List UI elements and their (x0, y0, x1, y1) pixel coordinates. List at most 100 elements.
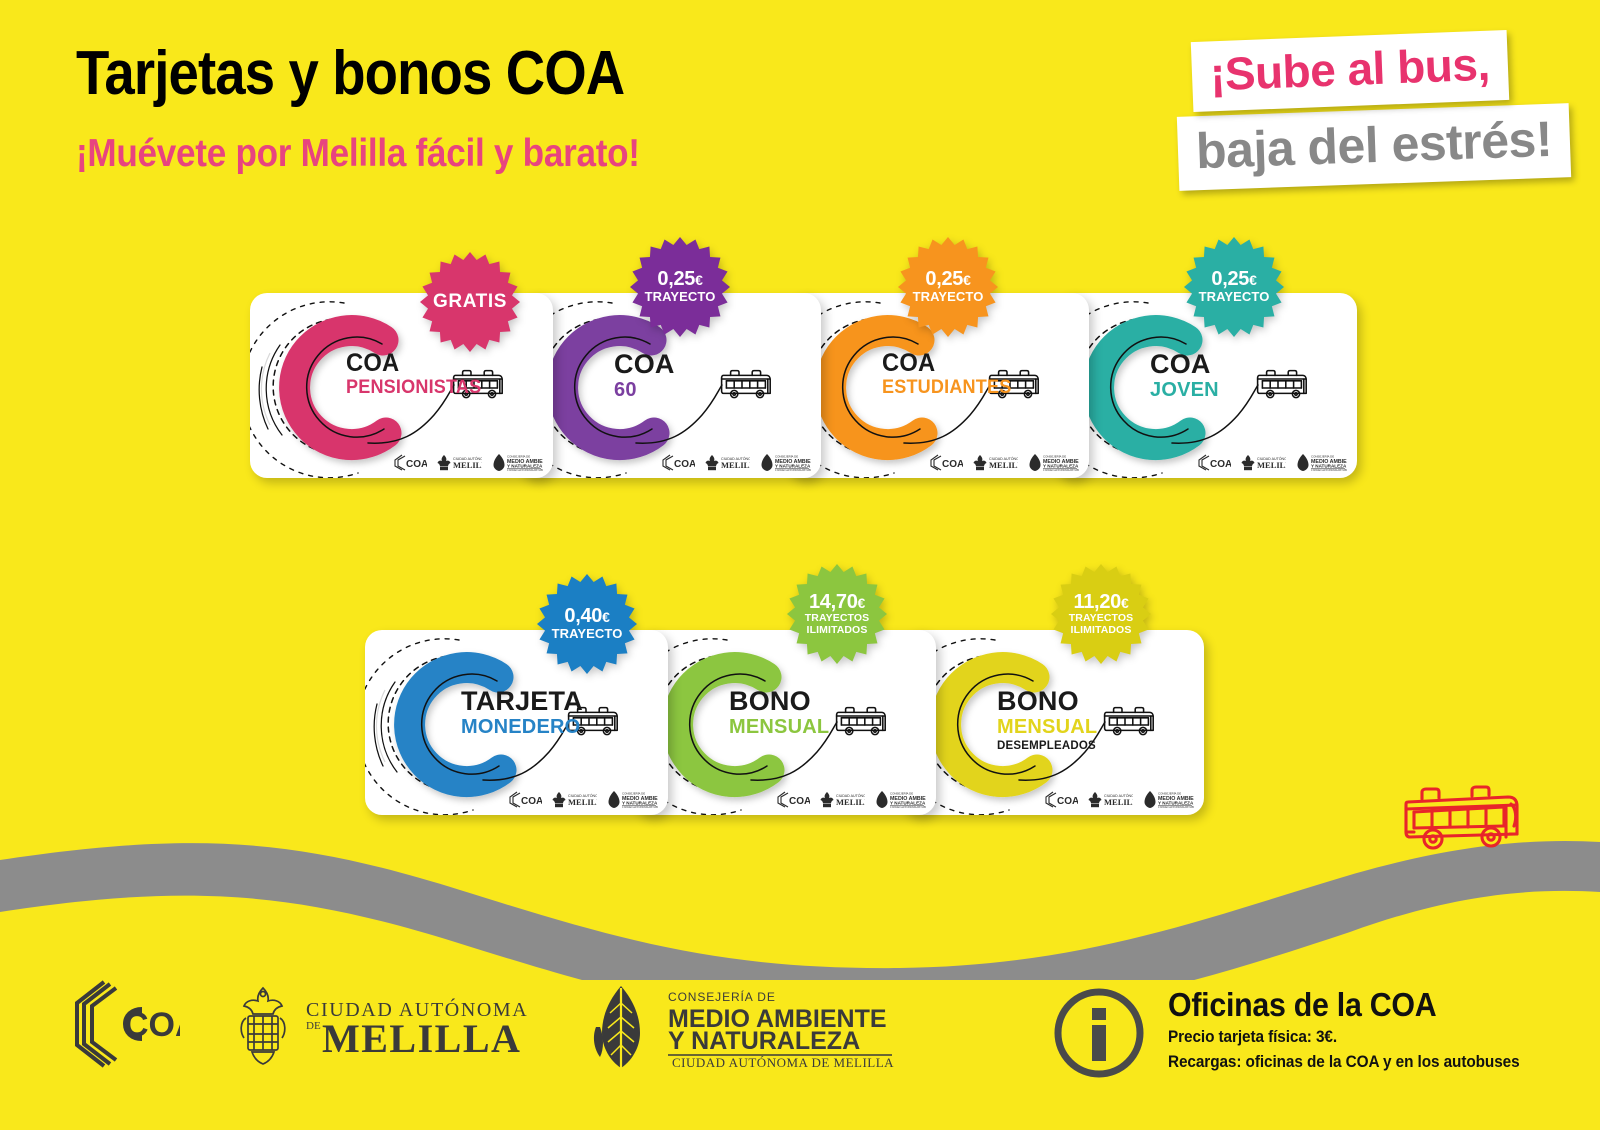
svg-text:CIUDAD AUTÓNOMA: CIUDAD AUTÓNOMA (568, 793, 597, 798)
card-artwork (1054, 301, 1307, 478)
svg-text:DE: DE (306, 1020, 321, 1032)
card-bus-icon (567, 706, 618, 736)
price-badge-bono-mensual-desempleados: 11,20€ TRAYECTOS ILIMITADOS (1049, 562, 1153, 666)
price-badge-coa-joven: 0,25€ TRAYECTO (1182, 235, 1286, 339)
card-coa-logo-icon: COA (662, 454, 695, 471)
page-subtitle: ¡Muévete por Melilla fácil y barato! (76, 132, 640, 175)
card-coa-logo-icon: COA (394, 454, 427, 471)
info-icon (1052, 986, 1146, 1085)
svg-text:CIUDAD AUTÓNOMA DE MELILLA: CIUDAD AUTÓNOMA DE MELILLA (507, 469, 543, 471)
card-coa-logo-icon: COA (509, 791, 542, 808)
svg-text:MEDIO AMBIENTE: MEDIO AMBIENTE (1043, 459, 1079, 465)
card-coa-logo-icon: COA (777, 791, 810, 808)
svg-text:MEDIO AMBIENTE: MEDIO AMBIENTE (1158, 796, 1194, 802)
footer-coa-logo: COA (72, 980, 200, 1073)
svg-text:CIUDAD AUTÓNOMA DE MELILLA: CIUDAD AUTÓNOMA DE MELILLA (890, 806, 926, 808)
svg-text:CIUDAD AUTÓNOMA DE MELILLA: CIUDAD AUTÓNOMA DE MELILLA (672, 1055, 894, 1067)
offices-title: Oficinas de la COA (1168, 986, 1437, 1023)
svg-text:CONSEJERÍA DE: CONSEJERÍA DE (890, 792, 913, 796)
card-slot-bono-mensual-desempleados: BONO MENSUAL DESEMPLEADOS COA CIUDAD AUTÓNO M… (901, 564, 1204, 815)
svg-text:MELILLA: MELILLA (453, 460, 482, 470)
svg-text:Y NATURALEZA: Y NATURALEZA (668, 1027, 860, 1055)
card-bus-icon (835, 706, 886, 736)
svg-text:Y NATURALEZA: Y NATURALEZA (1043, 463, 1079, 468)
card-coa-logo-icon: COA (1198, 454, 1231, 471)
card-melilla-logo-icon: CIUDAD AUTÓNOMAMELILLA (973, 455, 1018, 471)
card-partner-logos: COA CIUDAD AUTÓNOMAMELILLA CONSEJERÍA DEME… (1197, 453, 1347, 471)
slogan-line-1: ¡Sube al bus, (1190, 29, 1509, 113)
card-partner-logos: COA CIUDAD AUTÓNOMAMELILLA CONSEJERÍA DEME… (393, 453, 543, 471)
price-badge-coa-estudiantes: 0,25€ TRAYECTO (896, 235, 1000, 339)
melilla-wordmark: CIUDAD AUTÓNOMA DE MELILLA (306, 997, 527, 1058)
card-coa-logo-icon: COA (930, 454, 963, 471)
svg-text:MELILLA: MELILLA (836, 797, 865, 807)
svg-text:CIUDAD AUTÓNOMA: CIUDAD AUTÓNOMA (453, 456, 482, 461)
price-badge-tarjeta-monedero: 0,40€ TRAYECTO (535, 572, 639, 676)
price-badge-coa-pensionistas: GRATIS (418, 250, 522, 354)
bus-illustration (1404, 785, 1519, 850)
footer-medio-ambiente-logo: CONSEJERÍA DE MEDIO AMBIENTE Y NATURALEZ… (588, 983, 904, 1071)
svg-text:CIUDAD AUTÓNOMA: CIUDAD AUTÓNOMA (1257, 456, 1286, 461)
svg-text:COA: COA (942, 459, 963, 470)
svg-text:CONSEJERÍA DE: CONSEJERÍA DE (775, 455, 798, 459)
card-bus-icon (988, 369, 1039, 399)
svg-text:Y NATURALEZA: Y NATURALEZA (1158, 800, 1194, 805)
footer-melilla-logo: CIUDAD AUTÓNOMA DE MELILLA (232, 984, 536, 1070)
svg-text:MELILLA: MELILLA (568, 797, 597, 807)
card-bus-icon (1103, 706, 1154, 736)
card-melilla-logo-icon: CIUDAD AUTÓNOMAMELILLA (437, 455, 482, 471)
svg-text:MELILLA: MELILLA (989, 460, 1018, 470)
card-melilla-logo-icon: CIUDAD AUTÓNOMAMELILLA (552, 792, 597, 808)
card-artwork (633, 638, 886, 815)
svg-text:CONSEJERÍA DE: CONSEJERÍA DE (1311, 455, 1334, 459)
svg-text:MELILLA: MELILLA (1104, 797, 1133, 807)
svg-text:Y NATURALEZA: Y NATURALEZA (775, 463, 811, 468)
svg-text:CIUDAD AUTÓNOMA DE MELILLA: CIUDAD AUTÓNOMA DE MELILLA (1043, 469, 1079, 471)
svg-text:Y NATURALEZA: Y NATURALEZA (1311, 463, 1347, 468)
svg-text:CIUDAD AUTÓNOMA: CIUDAD AUTÓNOMA (836, 793, 865, 798)
card-partner-logos: COA CIUDAD AUTÓNOMAMELILLA CONSEJERÍA DEME… (661, 453, 811, 471)
road-wave (0, 840, 1600, 980)
svg-text:MEDIO AMBIENTE: MEDIO AMBIENTE (890, 796, 926, 802)
svg-text:CONSEJERÍA DE: CONSEJERÍA DE (622, 792, 645, 796)
svg-text:CIUDAD AUTÓNOMA: CIUDAD AUTÓNOMA (989, 456, 1018, 461)
card-melilla-logo-icon: CIUDAD AUTÓNOMAMELILLA (1241, 455, 1286, 471)
svg-text:MEDIO AMBIENTE: MEDIO AMBIENTE (1311, 459, 1347, 465)
svg-text:Y NATURALEZA: Y NATURALEZA (622, 800, 658, 805)
offices-recharge-line: Recargas: oficinas de la COA y en los au… (1168, 1052, 1520, 1071)
svg-text:MEDIO AMBIENTE: MEDIO AMBIENTE (775, 459, 811, 465)
svg-text:MEDIO AMBIENTE: MEDIO AMBIENTE (622, 796, 658, 802)
svg-text:COA: COA (674, 459, 695, 470)
svg-text:COA: COA (124, 1006, 180, 1044)
card-coa-logo-icon: COA (1045, 791, 1078, 808)
footer-logos: COA CIUDAD AUTÓNOMA DE MELILLA (72, 980, 904, 1073)
svg-text:CIUDAD AUTÓNOMA: CIUDAD AUTÓNOMA (1104, 793, 1133, 798)
svg-text:MEDIO AMBIENTE: MEDIO AMBIENTE (507, 459, 543, 465)
page-title: Tarjetas y bonos COA (76, 39, 625, 108)
svg-text:Y NATURALEZA: Y NATURALEZA (507, 463, 543, 468)
card-melilla-logo-icon: CIUDAD AUTÓNOMAMELILLA (820, 792, 865, 808)
card-bus-icon (1256, 369, 1307, 399)
card-bus-icon (720, 369, 771, 399)
slogan-line-2: baja del estrés! (1176, 103, 1572, 191)
svg-text:COA: COA (406, 459, 427, 470)
card-melilla-logo-icon: CIUDAD AUTÓNOMAMELILLA (705, 455, 750, 471)
svg-text:CIUDAD AUTÓNOMA: CIUDAD AUTÓNOMA (721, 456, 750, 461)
